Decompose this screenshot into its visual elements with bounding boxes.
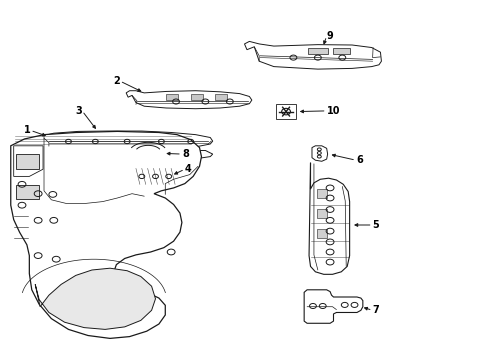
- Bar: [16, 185, 39, 199]
- Text: 4: 4: [184, 164, 191, 174]
- Polygon shape: [44, 131, 212, 150]
- Bar: [215, 94, 227, 100]
- Text: 2: 2: [113, 76, 120, 86]
- Polygon shape: [244, 41, 381, 69]
- Polygon shape: [126, 91, 251, 109]
- Polygon shape: [131, 142, 164, 149]
- Text: 6: 6: [355, 155, 362, 165]
- Polygon shape: [181, 150, 212, 158]
- Polygon shape: [308, 163, 349, 274]
- Polygon shape: [128, 168, 182, 184]
- Bar: [316, 209, 326, 218]
- Text: 3: 3: [75, 106, 82, 116]
- Bar: [276, 104, 295, 119]
- Polygon shape: [35, 268, 155, 329]
- Bar: [316, 189, 326, 198]
- Bar: [307, 48, 327, 54]
- Bar: [166, 94, 178, 100]
- Polygon shape: [311, 146, 327, 161]
- Polygon shape: [14, 146, 43, 176]
- Text: 1: 1: [23, 125, 30, 135]
- Text: 5: 5: [372, 220, 379, 230]
- Bar: [316, 229, 326, 238]
- Polygon shape: [11, 131, 201, 338]
- Text: 8: 8: [182, 149, 188, 159]
- Text: 10: 10: [326, 106, 340, 116]
- Bar: [16, 154, 39, 169]
- Polygon shape: [304, 290, 362, 323]
- Text: 9: 9: [326, 31, 333, 41]
- Bar: [332, 48, 349, 54]
- Text: 7: 7: [372, 305, 379, 315]
- Bar: [190, 94, 203, 100]
